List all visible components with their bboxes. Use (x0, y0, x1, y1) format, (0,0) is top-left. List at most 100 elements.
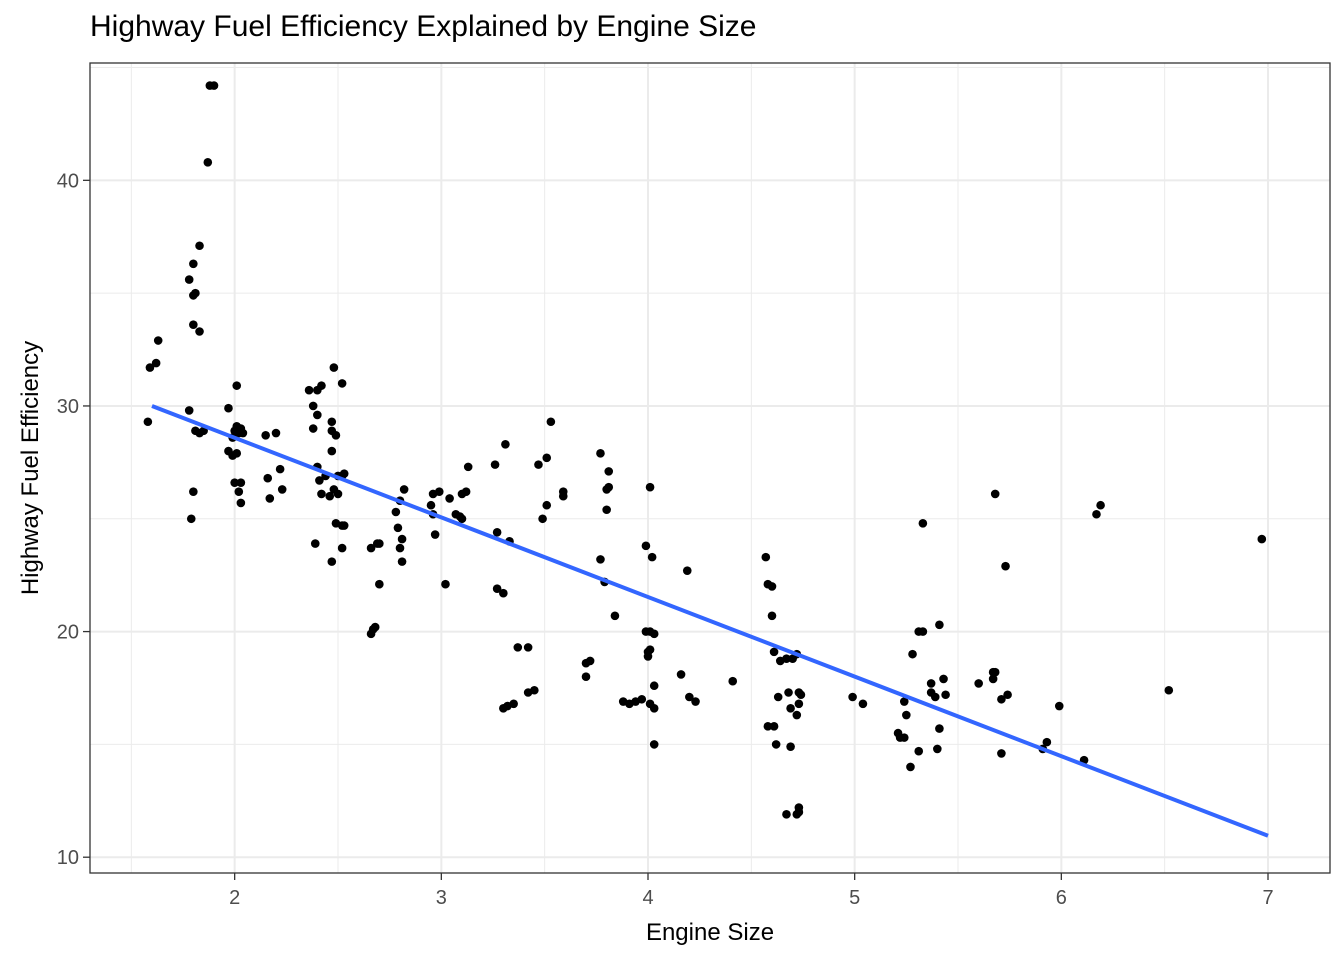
plot-background (90, 63, 1330, 873)
data-point (184, 406, 194, 415)
data-point (232, 449, 242, 458)
data-point (581, 672, 591, 682)
data-point (331, 430, 341, 440)
data-point (997, 749, 1006, 758)
data-point (935, 620, 944, 630)
data-point (988, 674, 998, 684)
y-tick-label: 10 (57, 847, 79, 869)
data-point (558, 491, 568, 501)
data-point (184, 275, 194, 284)
data-point (461, 487, 471, 496)
x-tick-label: 2 (229, 887, 240, 909)
data-point (604, 467, 614, 476)
data-point (585, 656, 595, 666)
data-point (649, 629, 659, 639)
data-point (509, 699, 518, 709)
data-point (310, 539, 320, 548)
data-point (499, 588, 508, 598)
data-point (430, 530, 440, 539)
data-points (143, 81, 1267, 819)
data-point (393, 523, 403, 533)
data-point (395, 543, 405, 553)
x-axis-ticks: 2 3 4 5 6 7 (229, 873, 1274, 909)
data-point (375, 579, 384, 589)
x-axis-title: Engine Size (646, 919, 774, 946)
data-point (375, 539, 384, 548)
data-point (224, 403, 233, 413)
data-point (490, 460, 500, 469)
data-point (1092, 509, 1101, 519)
data-point (974, 679, 983, 688)
data-point (786, 742, 795, 751)
data-point (368, 625, 378, 634)
data-point (397, 557, 407, 566)
data-point (265, 494, 275, 503)
data-point (327, 446, 337, 456)
data-point (676, 670, 686, 679)
data-point (906, 762, 915, 772)
data-point (649, 740, 659, 749)
data-point (501, 440, 510, 449)
data-point (189, 320, 198, 330)
data-point (329, 363, 339, 372)
data-point (308, 401, 318, 411)
data-point (277, 485, 287, 494)
data-point (682, 566, 692, 575)
data-point (434, 487, 444, 496)
y-tick-label: 30 (57, 396, 79, 418)
data-point (769, 722, 779, 731)
data-point (728, 676, 738, 686)
data-point (1042, 737, 1052, 747)
data-point (769, 647, 779, 657)
data-point (230, 478, 239, 487)
data-point (191, 288, 200, 298)
data-point (399, 485, 409, 494)
data-point (641, 541, 651, 551)
data-point (337, 379, 347, 388)
data-point (317, 489, 326, 499)
data-point (523, 643, 533, 652)
data-point (1054, 701, 1064, 711)
data-point (339, 521, 349, 530)
data-point (610, 611, 620, 621)
data-point (771, 740, 781, 749)
data-point (534, 460, 543, 469)
major-gridlines (90, 63, 1330, 873)
data-point (308, 424, 318, 433)
data-point (317, 381, 326, 390)
data-point (143, 417, 153, 427)
data-point (203, 157, 213, 167)
data-point (333, 489, 343, 499)
data-point (261, 430, 270, 440)
data-point (794, 807, 804, 817)
data-point (325, 491, 335, 501)
data-point (908, 649, 917, 659)
data-point (236, 478, 246, 487)
data-point (1001, 561, 1010, 571)
data-point (858, 699, 868, 709)
data-point (899, 697, 909, 706)
data-point (275, 464, 285, 474)
data-point (647, 552, 657, 562)
data-point (997, 694, 1006, 704)
data-point (926, 679, 936, 688)
data-point (209, 81, 219, 90)
data-point (236, 498, 246, 508)
data-point (445, 494, 454, 503)
y-tick-label: 40 (57, 170, 79, 192)
data-point (397, 534, 407, 544)
y-axis-ticks: 10 20 30 40 (57, 170, 90, 869)
x-tick-label: 5 (849, 887, 860, 909)
data-point (784, 688, 793, 697)
data-point (767, 611, 777, 621)
data-point (1096, 500, 1105, 510)
data-point (596, 449, 605, 458)
data-point (327, 557, 337, 566)
y-axis-title: Highway Fuel Efficiency (17, 341, 44, 595)
data-point (492, 528, 502, 537)
data-point (685, 692, 694, 702)
data-point (530, 685, 539, 695)
data-point (1164, 685, 1174, 695)
data-point (271, 428, 281, 438)
